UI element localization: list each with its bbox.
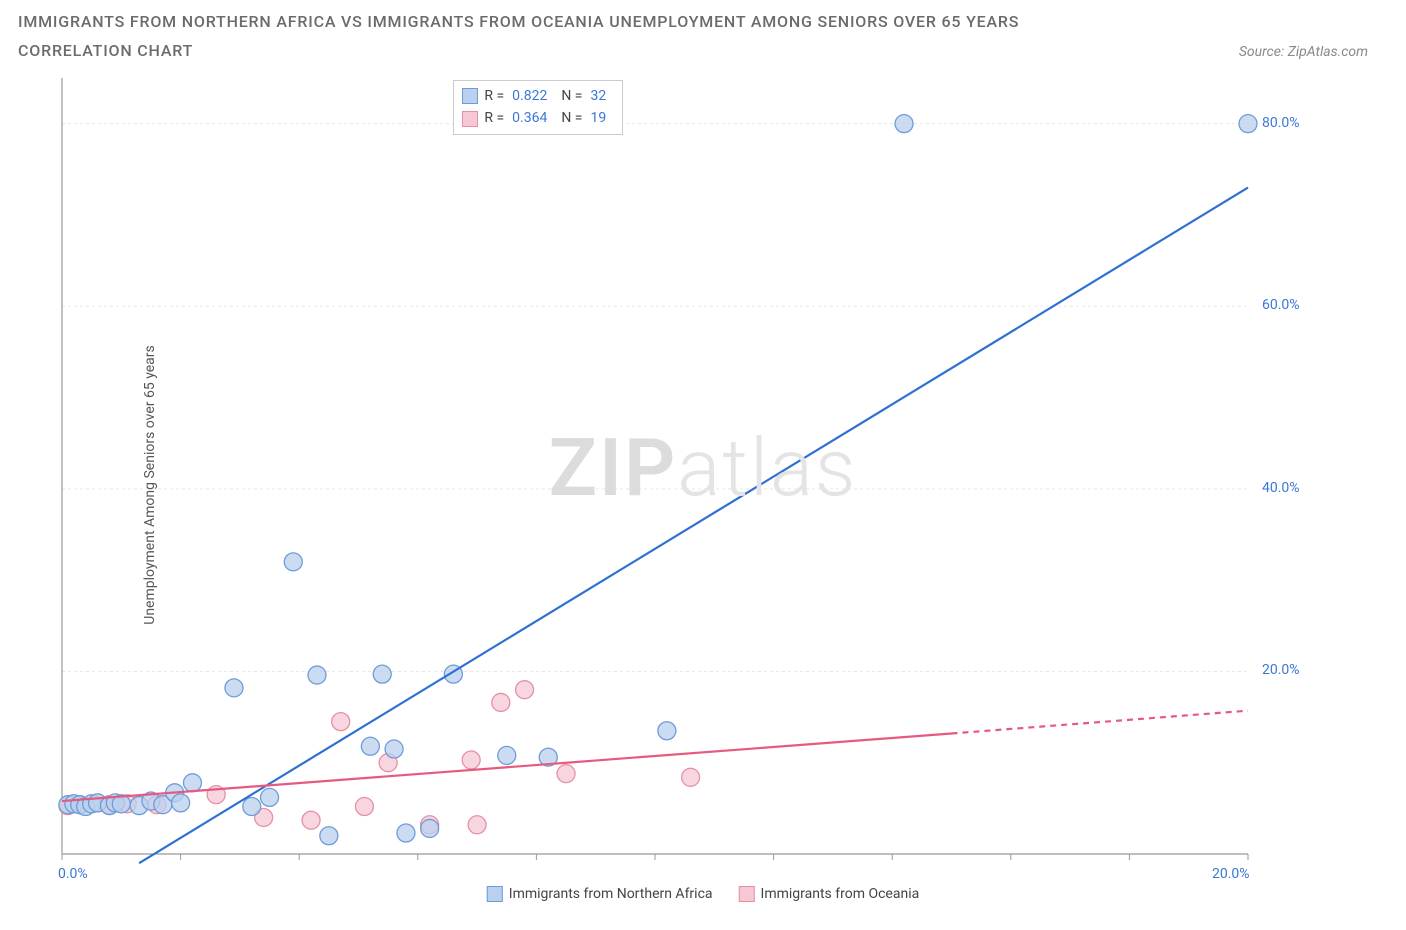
stats-row-series-a: R = 0.822 N = 32 [462,85,614,107]
x-tick-label: 0.0% [58,866,88,882]
chart-title: IMMIGRANTS FROM NORTHERN AFRICA VS IMMIG… [18,12,1388,31]
chart-header: IMMIGRANTS FROM NORTHERN AFRICA VS IMMIG… [0,0,1406,60]
swatch-series-b [462,111,478,127]
x-tick-label: 20.0% [1212,866,1250,882]
stats-row-series-b: R = 0.364 N = 19 [462,107,614,129]
y-tick-label: 20.0% [1262,662,1300,678]
chart-subtitle: CORRELATION CHART [18,41,193,60]
scatter-plot-svg [0,60,1406,910]
swatch-series-a-icon [487,886,503,902]
chart-area: Unemployment Among Seniors over 65 years… [0,60,1406,910]
x-axis-legend: Immigrants from Northern Africa Immigran… [487,886,919,902]
swatch-series-a [462,88,478,104]
correlation-stats-box: R = 0.822 N = 32 R = 0.364 N = 19 [453,80,623,135]
legend-item-series-a: Immigrants from Northern Africa [487,886,713,902]
y-axis-label: Unemployment Among Seniors over 65 years [142,345,158,625]
y-tick-label: 40.0% [1262,480,1300,496]
y-tick-label: 60.0% [1262,297,1300,313]
source-credit: Source: ZipAtlas.com [1239,44,1388,60]
legend-item-series-b: Immigrants from Oceania [739,886,920,902]
swatch-series-b-icon [739,886,755,902]
y-tick-label: 80.0% [1262,115,1300,131]
